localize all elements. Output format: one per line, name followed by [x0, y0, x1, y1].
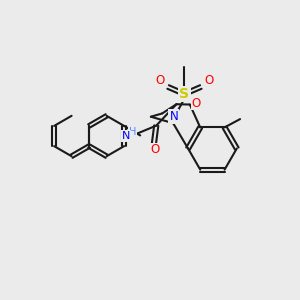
Text: O: O — [155, 74, 164, 87]
Text: N: N — [122, 131, 130, 141]
Text: O: O — [192, 97, 201, 110]
Text: N: N — [169, 110, 178, 123]
Text: S: S — [179, 87, 190, 101]
Text: O: O — [151, 143, 160, 157]
Text: O: O — [205, 74, 214, 87]
Text: H: H — [129, 127, 136, 136]
